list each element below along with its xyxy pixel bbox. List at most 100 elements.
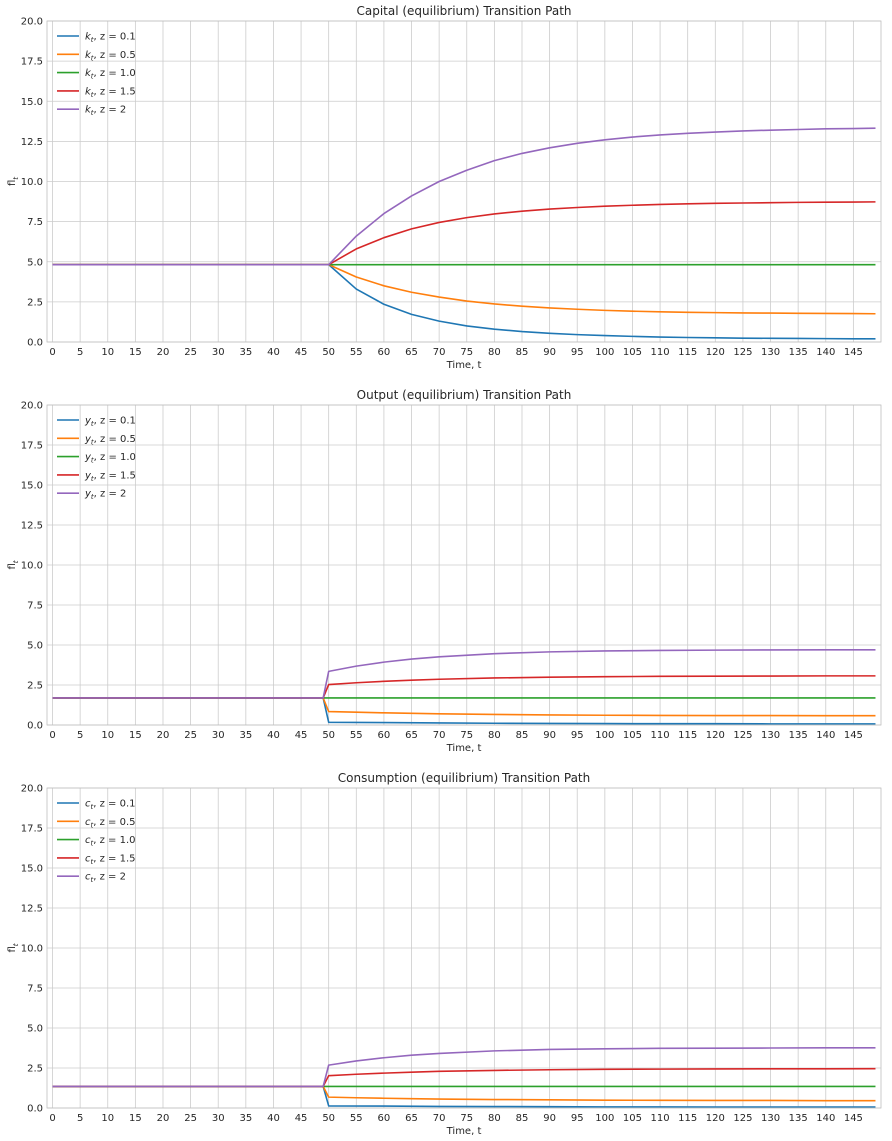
x-tick-label: 40 <box>267 347 280 358</box>
x-tick-label: 45 <box>295 1113 308 1124</box>
x-tick-label: 5 <box>77 347 83 358</box>
x-tick-label: 85 <box>516 730 529 741</box>
y-tick-label: 5.0 <box>27 257 43 268</box>
axes-frame <box>46 404 882 726</box>
x-tick-label: 75 <box>460 1113 473 1124</box>
y-tick-label: 0.0 <box>27 721 43 732</box>
x-tick-label: 35 <box>239 730 252 741</box>
x-tick-label: 140 <box>816 347 835 358</box>
x-tick-label: 15 <box>129 1113 142 1124</box>
x-tick-label: 55 <box>350 730 363 741</box>
legend-entry-label: yt, z = 1.0 <box>84 452 136 465</box>
x-tick-label: 120 <box>706 347 725 358</box>
x-tick-label: 20 <box>157 730 170 741</box>
y-tick-label: 17.5 <box>21 441 43 452</box>
x-tick-label: 110 <box>651 730 670 741</box>
x-tick-label: 70 <box>433 1113 446 1124</box>
series-line-k-2 <box>52 263 876 315</box>
x-tick-label: 50 <box>322 730 335 741</box>
x-tick-label: 110 <box>651 347 670 358</box>
y-tick-label: 10.0 <box>21 177 43 188</box>
x-tick-label: 95 <box>571 347 584 358</box>
legend-entry-label: yt, z = 0.1 <box>84 416 136 429</box>
x-tick-label: 50 <box>322 347 335 358</box>
x-tick-label: 25 <box>184 730 197 741</box>
series-line-c-4 <box>52 1067 876 1088</box>
x-tick-label: 5 <box>77 730 83 741</box>
x-tick-label: 15 <box>129 347 142 358</box>
y-tick-label: 7.5 <box>27 217 43 228</box>
series-line-k-1 <box>52 263 876 340</box>
x-tick-label: 0 <box>49 347 55 358</box>
series-line-c-2 <box>52 1085 876 1102</box>
y-tick-label: 17.5 <box>21 824 43 835</box>
series-line-c-5 <box>52 1047 876 1088</box>
chart-panel-3: 0 5 10 15 20 25 30 35 40 45 50 55 60 65 70 75 80 85 90 95 10… <box>7 771 882 1137</box>
x-tick-label: 40 <box>267 730 280 741</box>
x-tick-label: 90 <box>543 347 556 358</box>
x-tick-label: 55 <box>350 347 363 358</box>
x-tick-label: 140 <box>816 1113 835 1124</box>
x-tick-label: 75 <box>460 347 473 358</box>
y-tick-label: 2.5 <box>27 681 43 692</box>
x-axis-label: Time, t <box>446 1126 482 1137</box>
y-tick-label: 12.5 <box>21 521 43 532</box>
series-line-k-4 <box>52 201 876 266</box>
x-tick-label: 135 <box>789 1113 808 1124</box>
y-tick-label: 12.5 <box>21 904 43 915</box>
x-tick-label: 55 <box>350 1113 363 1124</box>
x-tick-label: 20 <box>157 347 170 358</box>
x-tick-label: 130 <box>761 1113 780 1124</box>
x-tick-label: 145 <box>844 730 863 741</box>
x-tick-label: 0 <box>49 730 55 741</box>
chart-title: Output (equilibrium) Transition Path <box>357 388 572 402</box>
x-tick-label: 125 <box>733 730 752 741</box>
x-tick-label: 105 <box>623 730 642 741</box>
x-tick-label: 95 <box>571 1113 584 1124</box>
y-tick-label: 7.5 <box>27 601 43 612</box>
legend: yt, z = 0.1 yt, z = 0.5 yt, z = 1.0 yt, z =… <box>57 416 136 501</box>
chart-title: Capital (equilibrium) Transition Path <box>356 4 571 18</box>
x-tick-label: 130 <box>761 730 780 741</box>
x-tick-label: 135 <box>789 347 808 358</box>
x-tick-label: 15 <box>129 730 142 741</box>
y-tick-label: 0.0 <box>27 1104 43 1115</box>
y-tick-label: 5.0 <box>27 1024 43 1035</box>
x-tick-label: 125 <box>733 1113 752 1124</box>
y-tick-label: 20.0 <box>21 784 43 795</box>
x-tick-label: 60 <box>378 347 391 358</box>
axes-frame <box>46 20 882 343</box>
x-tick-label: 120 <box>706 730 725 741</box>
legend-entry-label: ct, z = 1.5 <box>85 853 136 866</box>
x-tick-label: 115 <box>678 730 697 741</box>
x-tick-label: 85 <box>516 347 529 358</box>
series-line-c-1 <box>52 1085 876 1108</box>
x-tick-label: 125 <box>733 347 752 358</box>
y-tick-label: 7.5 <box>27 984 43 995</box>
x-tick-label: 140 <box>816 730 835 741</box>
x-tick-label: 5 <box>77 1113 83 1124</box>
series-line-y-4 <box>52 675 876 699</box>
x-tick-label: 10 <box>101 1113 114 1124</box>
x-tick-label: 145 <box>844 347 863 358</box>
x-tick-label: 80 <box>488 1113 501 1124</box>
chart-panel-1: 0 5 10 15 20 25 30 35 40 45 50 55 60 65 70 75 80 85 90 95 10… <box>7 4 882 371</box>
x-tick-label: 135 <box>789 730 808 741</box>
chart-panel-2: 0 5 10 15 20 25 30 35 40 45 50 55 60 65 70 75 80 85 90 95 10… <box>7 388 882 754</box>
x-tick-label: 35 <box>239 1113 252 1124</box>
x-tick-label: 105 <box>623 1113 642 1124</box>
y-axis-label: flt <box>7 943 20 952</box>
legend-entry-label: ct, z = 2 <box>85 872 126 885</box>
x-tick-label: 95 <box>571 730 584 741</box>
legend-entry-label: kt, z = 1.5 <box>85 86 136 99</box>
y-axis-label: flt <box>7 560 20 569</box>
x-tick-label: 70 <box>433 730 446 741</box>
x-tick-label: 60 <box>378 1113 391 1124</box>
x-tick-label: 10 <box>101 730 114 741</box>
x-axis-label: Time, t <box>446 743 482 754</box>
x-tick-label: 50 <box>322 1113 335 1124</box>
x-tick-label: 45 <box>295 730 308 741</box>
x-tick-label: 115 <box>678 347 697 358</box>
x-tick-label: 0 <box>49 1113 55 1124</box>
y-tick-label: 17.5 <box>21 57 43 68</box>
